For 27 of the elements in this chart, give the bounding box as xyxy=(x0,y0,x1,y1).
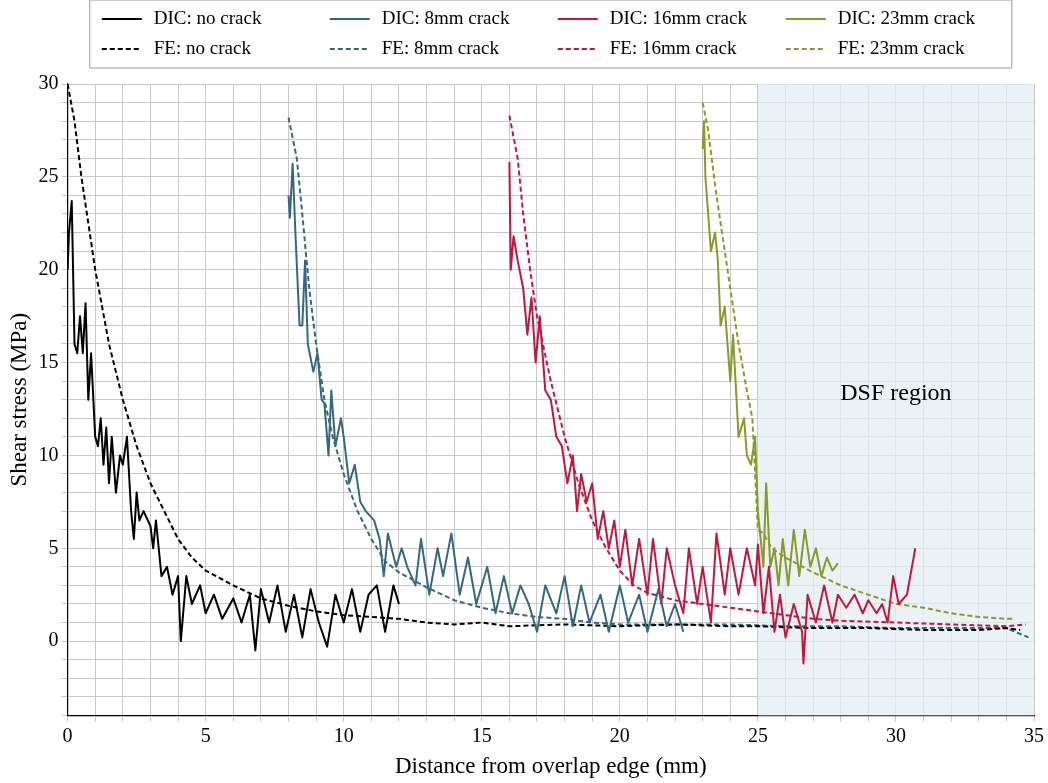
x-tick-label: 25 xyxy=(747,723,768,746)
y-tick-label: 20 xyxy=(38,256,59,279)
y-tick-label: 0 xyxy=(48,628,59,651)
y-tick-label: 30 xyxy=(38,71,59,94)
legend-label: FE: 16mm crack xyxy=(609,36,737,58)
legend-label: DIC: no crack xyxy=(153,6,262,28)
line-series xyxy=(287,116,1030,639)
x-tick-label: 20 xyxy=(609,723,630,746)
x-tick-label: 0 xyxy=(62,723,73,746)
y-tick-label: 25 xyxy=(38,164,59,187)
legend-label: DIC: 23mm crack xyxy=(837,6,976,28)
x-tick-label: 30 xyxy=(885,723,906,746)
legend-label: DIC: 16mm crack xyxy=(609,6,748,28)
legend-label: FE: 8mm crack xyxy=(381,36,500,58)
x-tick-label: 10 xyxy=(333,723,354,746)
legend-label: FE: no crack xyxy=(153,36,252,58)
band-label: DSF region xyxy=(840,378,952,405)
x-axis-title: Distance from overlap edge (mm) xyxy=(394,753,707,779)
x-tick-label: 5 xyxy=(200,723,211,746)
y-axis-title: Shear stress (MPa) xyxy=(5,312,31,487)
legend-label: DIC: 8mm crack xyxy=(381,6,510,28)
x-tick-label: 35 xyxy=(1024,723,1044,746)
legend-label: FE: 23mm crack xyxy=(837,36,965,58)
x-tick-label: 15 xyxy=(471,723,492,746)
y-tick-label: 15 xyxy=(38,349,59,372)
y-tick-label: 5 xyxy=(48,535,59,558)
y-tick-label: 10 xyxy=(38,442,59,465)
